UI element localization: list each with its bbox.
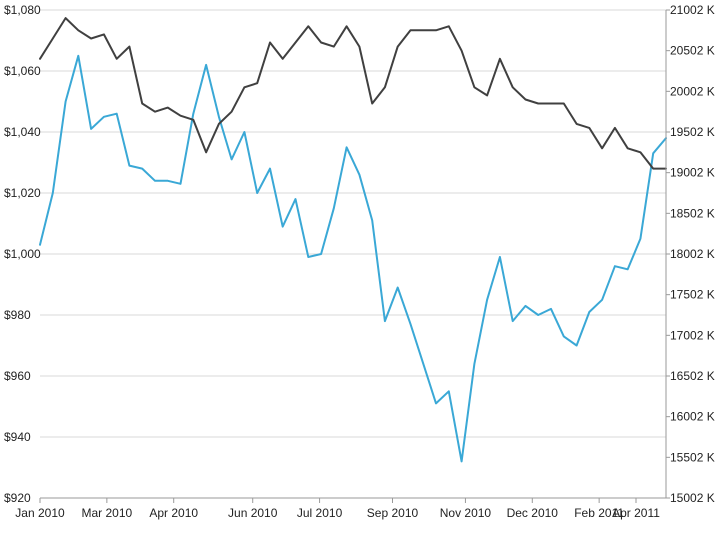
left-tick-label: $1,020	[4, 186, 41, 200]
right-tick-label: 16002 K	[670, 410, 715, 424]
left-tick-label: $1,060	[4, 64, 41, 78]
x-tick-label: Apr 2011	[612, 506, 660, 520]
series-layer	[39, 17, 667, 463]
right-tick-label: 18502 K	[670, 206, 715, 220]
grid-layer	[40, 9, 666, 499]
x-tick-label: Feb 2011	[574, 506, 624, 520]
left-tick-label: $1,000	[4, 247, 41, 261]
right-tick-label: 18002 K	[670, 247, 715, 261]
right-tick-label: 20502 K	[670, 44, 715, 58]
right-tick-label: 19502 K	[670, 125, 715, 139]
right-tick-label: 21002 K	[670, 3, 715, 17]
left-tick-label: $920	[4, 491, 31, 505]
right-tick-label: 19002 K	[670, 166, 715, 180]
x-tick-label: Apr 2010	[149, 506, 198, 520]
x-tick-label: Dec 2010	[507, 506, 559, 520]
series-line-left-axis	[39, 54, 667, 463]
left-tick-label: $940	[4, 430, 31, 444]
x-tick-label: Jan 2010	[15, 506, 65, 520]
x-tick-label: Nov 2010	[440, 506, 492, 520]
right-tick-label: 15002 K	[670, 491, 715, 505]
left-tick-label: $1,080	[4, 3, 41, 17]
x-tick-label: Jun 2010	[228, 506, 278, 520]
left-tick-label: $980	[4, 308, 31, 322]
right-tick-label: 17002 K	[670, 328, 715, 342]
right-tick-label: 15502 K	[670, 450, 715, 464]
left-tick-label: $960	[4, 369, 31, 383]
x-tick-label: Jul 2010	[297, 506, 343, 520]
series-line-right-axis	[39, 17, 667, 170]
right-axis: 15002 K 15502 K 16002 K 16502 K 17002 K 17502…	[665, 3, 715, 505]
right-tick-label: 16502 K	[670, 369, 715, 383]
right-tick-label: 17502 K	[670, 288, 715, 302]
right-tick-label: 20002 K	[670, 84, 715, 98]
x-tick-label: Sep 2010	[367, 506, 419, 520]
x-axis: Jan 2010 Mar 2010 Apr 2010 Jun 2010 Jul 2010…	[15, 497, 666, 520]
left-axis: $920 $940 $960 $980 $1,000 $1,020 $1,040 $1,060…	[4, 3, 41, 505]
x-tick-label: Mar 2010	[82, 506, 133, 520]
left-tick-label: $1,040	[4, 125, 41, 139]
